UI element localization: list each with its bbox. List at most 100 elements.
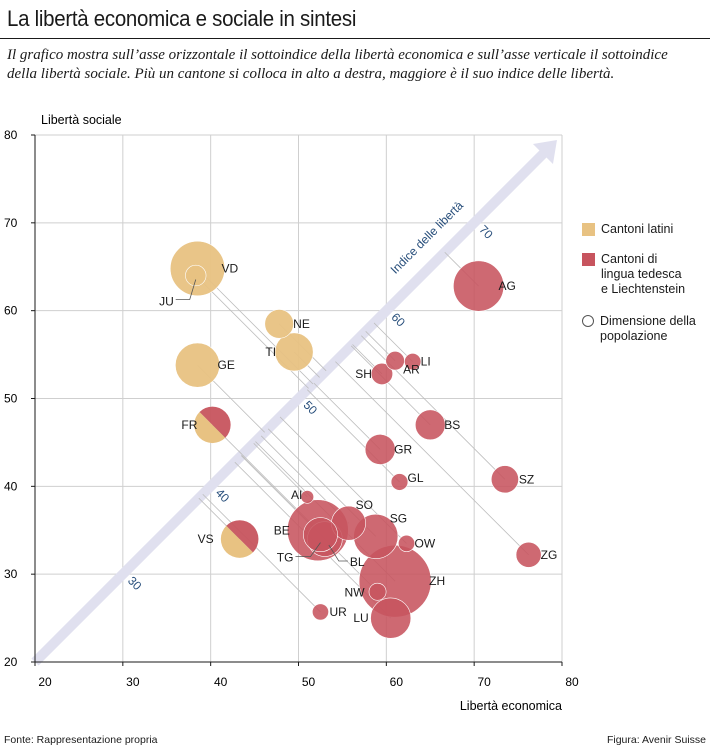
- label-BS: BS: [444, 418, 460, 432]
- y-tick-label-50: 50: [4, 392, 18, 406]
- projection-line-ZG: [335, 361, 529, 556]
- legend-size: Dimensione della popolazione: [582, 314, 696, 344]
- legend-german: Cantoni di lingua tedesca e Liechtenstei…: [582, 252, 685, 297]
- label-VS: VS: [198, 532, 214, 546]
- label-UR: UR: [329, 605, 347, 619]
- x-tick-label-20: 20: [38, 675, 52, 689]
- bubble-SH: [370, 362, 394, 385]
- projection-line-BS: [350, 345, 431, 426]
- x-tick-label-60: 60: [390, 675, 404, 689]
- bubble-SZ: [490, 465, 519, 494]
- label-SH: SH: [355, 367, 372, 381]
- legend-german-label: Cantoni di lingua tedesca e Liechtenstei…: [601, 252, 686, 296]
- bubble-BS: [414, 409, 446, 441]
- label-leader-JU: [175, 279, 197, 300]
- legend-latin: Cantoni latini: [582, 222, 673, 237]
- legend-latin-label: Cantoni latini: [601, 222, 674, 236]
- bubble-AI: [300, 490, 315, 504]
- footer-source: Fonte: Rappresentazione propria: [4, 734, 158, 746]
- bubble-FR-german: [199, 406, 231, 438]
- label-SZ: SZ: [519, 472, 534, 486]
- label-LI: LI: [421, 355, 431, 369]
- diagonal-arrow-shaft: [31, 148, 549, 666]
- bubble-NW: [368, 582, 387, 601]
- bubble-LU: [370, 597, 412, 639]
- label-JU: JU: [159, 295, 174, 309]
- x-axis-label: Libertà economica: [460, 699, 562, 713]
- bubble-UR: [312, 603, 329, 621]
- y-tick-label-60: 60: [4, 304, 18, 318]
- projection-line-UR: [202, 493, 321, 613]
- label-ZG: ZG: [541, 548, 558, 562]
- bubble-VS-latin: [220, 525, 253, 558]
- bubble-OW: [398, 534, 416, 552]
- y-tick-label-20: 20: [4, 655, 18, 669]
- projection-line-AI: [253, 443, 308, 498]
- footer-credit: Figura: Avenir Suisse: [606, 734, 706, 746]
- legend-latin-swatch: [582, 223, 595, 236]
- diagonal-tick-50: 50: [301, 398, 321, 418]
- label-GR: GR: [394, 442, 412, 456]
- bubble-AR: [385, 351, 405, 371]
- label-FR: FR: [181, 418, 197, 432]
- label-ZH: ZH: [429, 574, 445, 588]
- bubble-ZG: [515, 541, 542, 568]
- bubble-LI: [404, 353, 422, 371]
- projection-line-GR: [313, 382, 381, 450]
- diagonal-tick-30: 30: [125, 574, 145, 594]
- chart-subtitle: Il grafico mostra sull’asse orizzontale …: [7, 47, 668, 82]
- x-tick-label-30: 30: [126, 675, 140, 689]
- label-AG: AG: [499, 279, 516, 293]
- label-AR: AR: [403, 363, 420, 377]
- label-leader-TG: [295, 542, 321, 558]
- label-BE: BE: [274, 523, 290, 537]
- projection-line-SZ: [361, 335, 506, 480]
- label-TI: TI: [265, 345, 276, 359]
- chart-title: La libertà economica e sociale in sintes…: [7, 6, 357, 31]
- title-rule: [0, 38, 710, 39]
- label-NW: NW: [345, 586, 366, 600]
- x-tick-label-80: 80: [565, 675, 579, 689]
- bubble-GE: [175, 342, 220, 388]
- label-VD: VD: [221, 262, 238, 276]
- label-TG: TG: [277, 551, 294, 565]
- bubble-GR: [364, 434, 396, 465]
- label-AI: AI: [291, 488, 302, 502]
- bubble-GL: [390, 473, 409, 491]
- label-SG: SG: [390, 511, 407, 525]
- bubbles: [169, 240, 542, 639]
- x-tick-label-40: 40: [214, 675, 228, 689]
- projection-line-LI: [373, 322, 413, 362]
- legend-size-circle: [582, 315, 594, 327]
- y-tick-label-40: 40: [4, 479, 18, 493]
- projection-line-GL: [307, 389, 400, 483]
- y-tick-label-80: 80: [4, 128, 18, 142]
- bubble-VS-german: [226, 520, 259, 553]
- label-OW: OW: [415, 536, 436, 550]
- bubble-FR-latin: [194, 411, 226, 444]
- bubble-JU: [185, 264, 207, 287]
- bubble-TG: [303, 517, 338, 553]
- y-tick-label-30: 30: [4, 567, 18, 581]
- diagonal-arrow-head: [532, 140, 557, 165]
- label-BL: BL: [350, 555, 365, 569]
- x-tick-label-70: 70: [477, 675, 491, 689]
- x-tick-label-50: 50: [302, 675, 316, 689]
- diagonal-tick-70: 70: [476, 222, 496, 242]
- bubble-NE: [264, 309, 294, 339]
- diagonal-tick-60: 60: [388, 310, 408, 330]
- label-GE: GE: [217, 358, 234, 372]
- label-leader-BL: [328, 544, 348, 562]
- label-NE: NE: [293, 317, 310, 331]
- label-SO: SO: [356, 498, 373, 512]
- bubble-TI: [274, 332, 314, 372]
- legend-german-swatch: [582, 253, 595, 266]
- label-LU: LU: [353, 611, 368, 625]
- y-tick-label-70: 70: [4, 216, 18, 230]
- label-GL: GL: [408, 471, 424, 485]
- axes: 20 30 40 50 60 70 80 20 30 40 50 60 70 80 Libertà soci…: [4, 113, 579, 713]
- diagonal-tick-40: 40: [213, 486, 233, 506]
